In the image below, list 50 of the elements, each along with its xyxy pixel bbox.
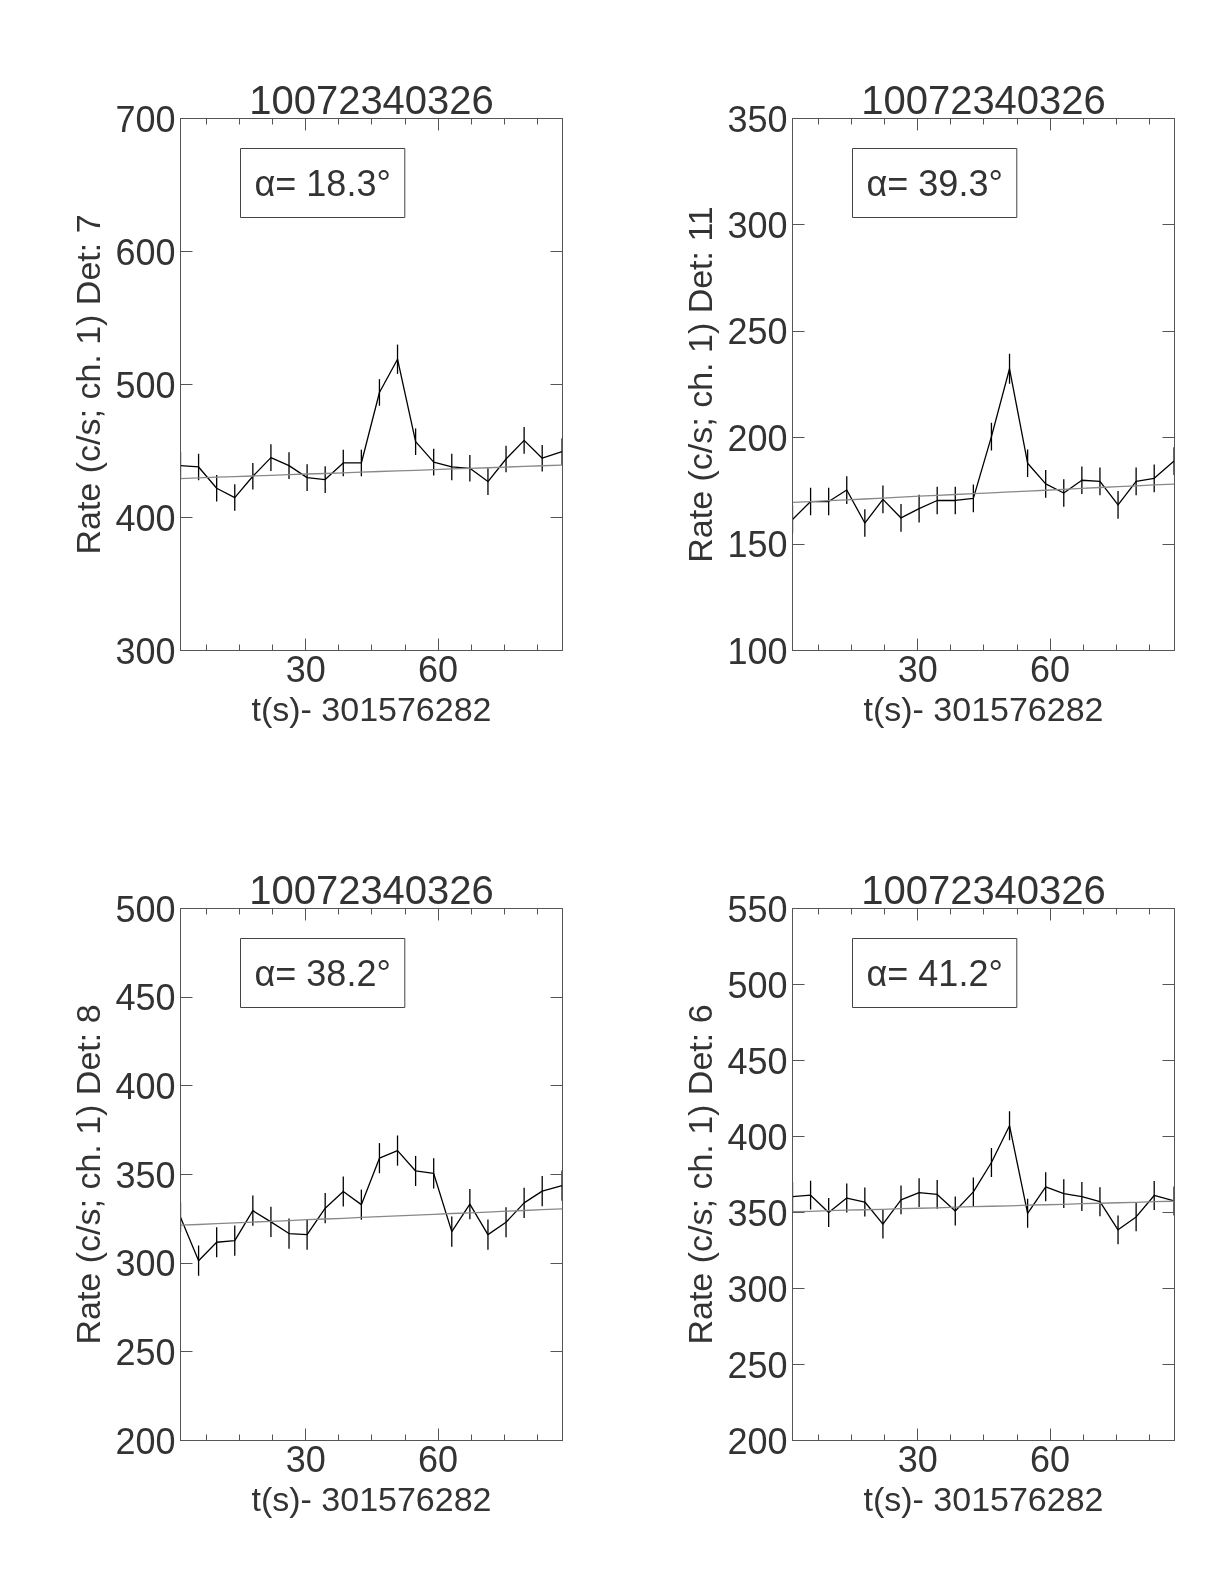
y-tick-label: 100 bbox=[727, 630, 788, 672]
y-tick-label: 350 bbox=[115, 1154, 176, 1196]
x-tick-label: 60 bbox=[418, 1438, 459, 1480]
x-tick-label: 60 bbox=[418, 648, 459, 690]
y-axis-title: Rate (c/s; ch. 1) Det: 11 bbox=[681, 206, 720, 563]
y-tick-label: 500 bbox=[727, 964, 788, 1006]
y-tick-label: 500 bbox=[115, 888, 176, 930]
y-tick-label: 600 bbox=[115, 231, 176, 273]
y-axis-title: Rate (c/s; ch. 1) Det: 6 bbox=[681, 1004, 720, 1345]
annotation: α= 39.3° bbox=[866, 162, 1003, 204]
x-tick-label: 60 bbox=[1030, 648, 1071, 690]
y-tick-label: 200 bbox=[727, 417, 788, 459]
x-axis-title: t(s)- 301576282 bbox=[863, 689, 1104, 728]
x-tick-label: 30 bbox=[285, 648, 326, 690]
y-axis-title: Rate (c/s; ch. 1) Det: 8 bbox=[69, 1004, 108, 1345]
chart-title: 10072340326 bbox=[249, 77, 494, 122]
x-axis-title: t(s)- 301576282 bbox=[251, 689, 492, 728]
y-tick-label: 250 bbox=[115, 1331, 176, 1373]
chart-title: 10072340326 bbox=[249, 867, 494, 912]
y-tick-label: 350 bbox=[727, 1192, 788, 1234]
y-tick-label: 550 bbox=[727, 888, 788, 930]
x-tick-label: 30 bbox=[897, 1438, 938, 1480]
annotation: α= 38.2° bbox=[254, 952, 391, 994]
chart-title: 10072340326 bbox=[861, 867, 1106, 912]
annotation: α= 18.3° bbox=[254, 162, 391, 204]
x-axis-title: t(s)- 301576282 bbox=[251, 1479, 492, 1518]
y-tick-label: 350 bbox=[727, 98, 788, 140]
y-tick-label: 450 bbox=[727, 1040, 788, 1082]
y-tick-label: 200 bbox=[727, 1420, 788, 1462]
y-tick-label: 250 bbox=[727, 311, 788, 353]
y-tick-label: 300 bbox=[115, 1243, 176, 1285]
y-tick-label: 300 bbox=[727, 204, 788, 246]
y-tick-label: 200 bbox=[115, 1420, 176, 1462]
y-tick-label: 250 bbox=[727, 1344, 788, 1386]
x-tick-label: 60 bbox=[1030, 1438, 1071, 1480]
y-tick-label: 700 bbox=[115, 98, 176, 140]
y-tick-label: 150 bbox=[727, 524, 788, 566]
y-tick-label: 450 bbox=[115, 977, 176, 1019]
y-axis-title: Rate (c/s; ch. 1) Det: 7 bbox=[69, 214, 108, 555]
annotation: α= 41.2° bbox=[866, 952, 1003, 994]
y-tick-label: 400 bbox=[115, 497, 176, 539]
x-axis-title: t(s)- 301576282 bbox=[863, 1479, 1104, 1518]
y-tick-label: 300 bbox=[115, 630, 176, 672]
chart-title: 10072340326 bbox=[861, 77, 1106, 122]
y-tick-label: 300 bbox=[727, 1268, 788, 1310]
x-tick-label: 30 bbox=[897, 648, 938, 690]
y-tick-label: 500 bbox=[115, 364, 176, 406]
y-tick-label: 400 bbox=[727, 1116, 788, 1158]
y-tick-label: 400 bbox=[115, 1065, 176, 1107]
x-tick-label: 30 bbox=[285, 1438, 326, 1480]
